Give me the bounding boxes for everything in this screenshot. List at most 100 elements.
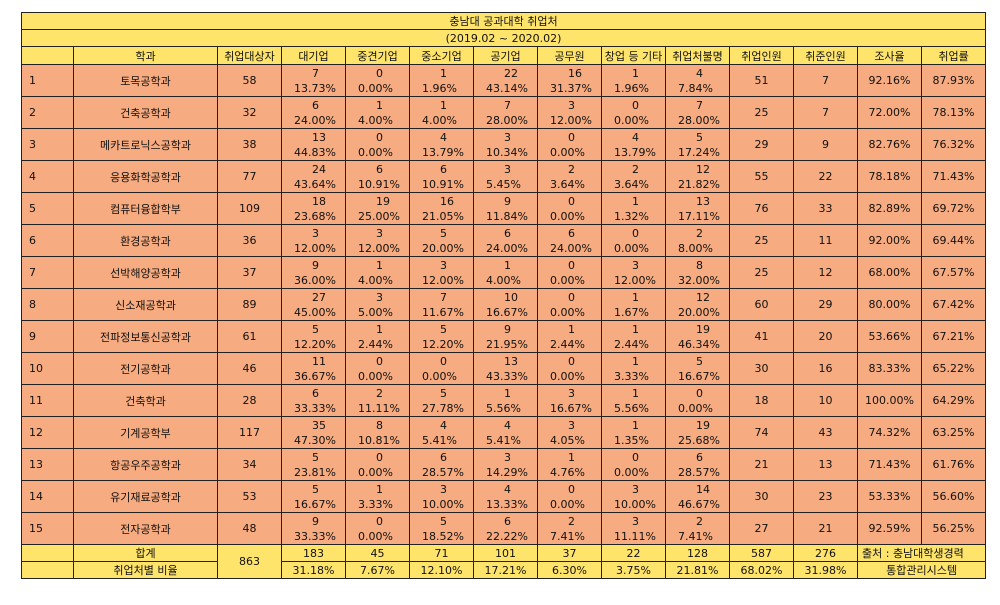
category-percent: 16.67%	[550, 401, 592, 415]
category-count: 6	[312, 386, 319, 400]
category-percent: 24.00%	[550, 241, 592, 255]
category-count: 3	[568, 418, 575, 432]
category-cell: 6 28.57%	[409, 448, 474, 481]
category-cell: 6 22.22%	[473, 512, 538, 545]
category-count: 0	[568, 290, 575, 304]
category-count: 0	[376, 130, 383, 144]
category-cell: 5 23.81%	[281, 448, 346, 481]
category-percent: 5.56%	[486, 401, 521, 415]
category-cell: 1 5.56%	[601, 384, 666, 417]
category-count: 5	[696, 130, 703, 144]
seeking-count: 29	[793, 288, 858, 321]
row-number: 5	[21, 192, 74, 225]
category-count: 0	[568, 194, 575, 208]
department-name: 기계공학부	[73, 416, 218, 449]
category-percent: 7.41%	[678, 529, 713, 543]
ratio-value: 12.10%	[409, 561, 474, 579]
target-count: 61	[217, 320, 282, 353]
employment-rate: 64.29%	[920, 384, 987, 417]
category-count: 5	[696, 354, 703, 368]
category-cell: 3 10.34%	[473, 128, 538, 161]
category-cell: 6 33.33%	[281, 384, 346, 417]
category-cell: 1 1.35%	[601, 416, 666, 449]
employment-rate: 87.93%	[920, 64, 987, 97]
category-cell: 3 11.11%	[601, 512, 666, 545]
category-percent: 33.33%	[294, 529, 336, 543]
category-count: 4	[440, 130, 447, 144]
ratio-label: 취업처별 비율	[73, 561, 218, 579]
employment-rate: 67.21%	[920, 320, 987, 353]
category-percent: 17.24%	[678, 145, 720, 159]
category-cell: 0 0.00%	[345, 64, 410, 97]
department-name: 전파정보통신공학과	[73, 320, 218, 353]
category-cell: 5 27.78%	[409, 384, 474, 417]
employment-rate: 78.13%	[920, 96, 987, 129]
category-percent: 2.44%	[614, 337, 649, 351]
survey-rate: 83.33%	[857, 352, 922, 385]
category-percent: 0.00%	[550, 305, 585, 319]
category-count: 2	[568, 514, 575, 528]
survey-rate: 72.00%	[857, 96, 922, 129]
category-percent: 23.68%	[294, 209, 336, 223]
survey-rate: 92.59%	[857, 512, 922, 545]
category-percent: 33.33%	[294, 401, 336, 415]
category-count: 3	[568, 386, 575, 400]
category-cell: 2 3.64%	[537, 160, 602, 193]
category-count: 6	[440, 162, 447, 176]
category-count: 12	[696, 290, 710, 304]
category-cell: 5 12.20%	[281, 320, 346, 353]
table-row: 8 신소재공학과 89 27 45.00% 3 5.00% 7 11.67% 10 16.67% 0 0…	[21, 288, 987, 321]
category-cell: 14 46.67%	[665, 480, 730, 513]
category-cell: 1 3.33%	[345, 480, 410, 513]
employed-count: 21	[729, 448, 794, 481]
header-cell-target: 취업대상자	[217, 46, 282, 65]
category-percent: 7.41%	[550, 529, 585, 543]
category-count: 3	[440, 482, 447, 496]
category-count: 1	[632, 290, 639, 304]
category-count: 3	[376, 290, 383, 304]
category-count: 27	[312, 290, 326, 304]
employed-count: 51	[729, 64, 794, 97]
row-number: 8	[21, 288, 74, 321]
category-cell: 3 16.67%	[537, 384, 602, 417]
category-percent: 18.52%	[422, 529, 464, 543]
category-count: 1	[376, 322, 383, 336]
category-count: 6	[440, 450, 447, 464]
employed-count: 60	[729, 288, 794, 321]
category-percent: 47.30%	[294, 433, 336, 447]
category-percent: 32.00%	[678, 273, 720, 287]
category-percent: 4.00%	[486, 273, 521, 287]
category-percent: 0.00%	[614, 241, 649, 255]
ratio-value: 68.02%	[729, 561, 794, 579]
employment-rate: 71.43%	[920, 160, 987, 193]
category-cell: 3 10.00%	[601, 480, 666, 513]
table-row: 5 컴퓨터융합학부 109 18 23.68% 19 25.00% 16 21.05% 9 11.8…	[21, 192, 987, 225]
header-cell-large-corp: 대기업	[281, 46, 346, 65]
table-row: 12 기계공학부 117 35 47.30% 8 10.81% 4 5.41% 4 5.41% 3 4.…	[21, 416, 987, 449]
category-cell: 0 0.00%	[537, 480, 602, 513]
category-cell: 9 33.33%	[281, 512, 346, 545]
category-percent: 46.67%	[678, 497, 720, 511]
category-percent: 16.67%	[294, 497, 336, 511]
category-percent: 23.81%	[294, 465, 336, 479]
category-cell: 9 11.84%	[473, 192, 538, 225]
category-percent: 45.00%	[294, 305, 336, 319]
target-count: 38	[217, 128, 282, 161]
subtitle-row: (2019.02 ~ 2020.02)	[20, 29, 987, 47]
survey-rate: 78.18%	[857, 160, 922, 193]
department-name: 선박해양공학과	[73, 256, 218, 289]
category-count: 0	[568, 482, 575, 496]
category-cell: 2 8.00%	[665, 224, 730, 257]
category-count: 10	[504, 290, 518, 304]
seeking-count: 10	[793, 384, 858, 417]
category-count: 0	[632, 98, 639, 112]
category-percent: 13.79%	[614, 145, 656, 159]
row-number: 15	[21, 512, 74, 545]
category-percent: 12.00%	[358, 241, 400, 255]
ratio-value: 31.18%	[281, 561, 346, 579]
category-cell: 3 5.45%	[473, 160, 538, 193]
row-number: 9	[21, 320, 74, 353]
category-cell: 4 5.41%	[409, 416, 474, 449]
survey-rate: 68.00%	[857, 256, 922, 289]
category-count: 5	[440, 386, 447, 400]
